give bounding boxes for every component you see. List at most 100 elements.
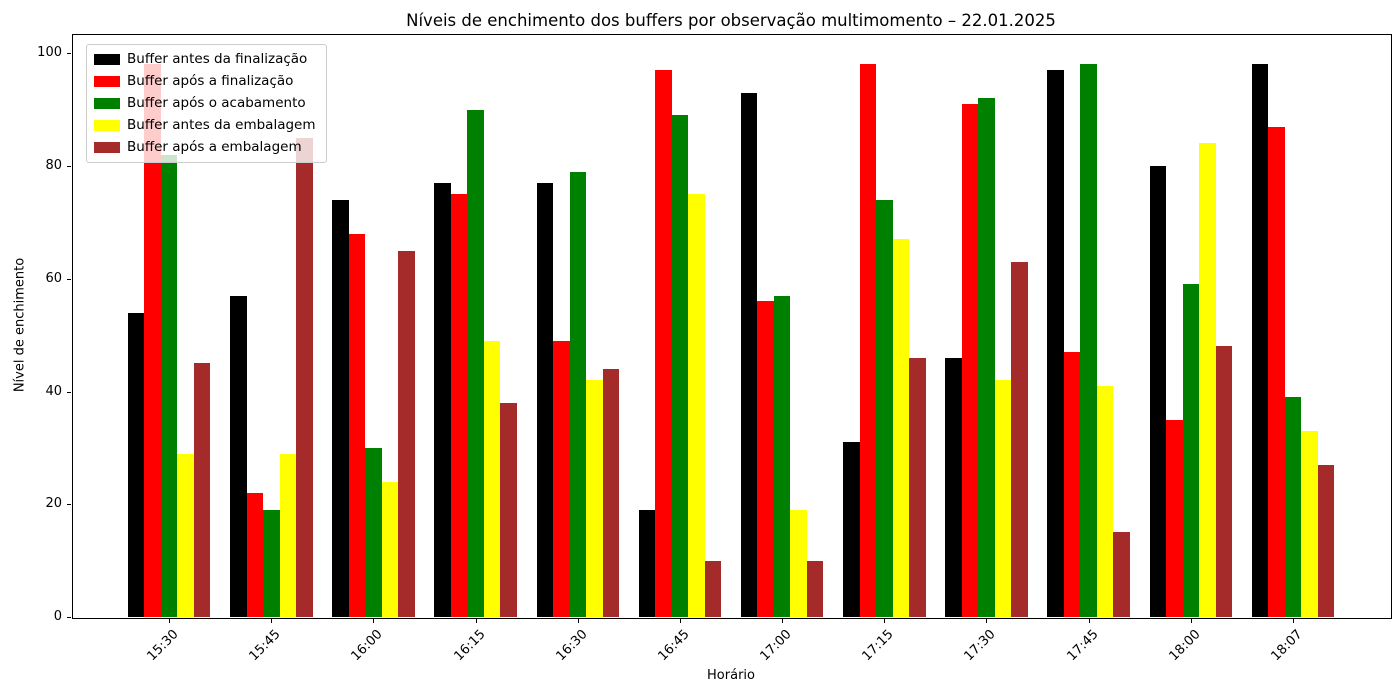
bar bbox=[246, 493, 263, 617]
bar bbox=[1149, 165, 1166, 617]
bar bbox=[1063, 352, 1081, 617]
legend-swatch bbox=[94, 142, 120, 153]
bar bbox=[450, 194, 468, 617]
bar bbox=[553, 340, 570, 617]
bar bbox=[1011, 261, 1028, 617]
x-tick-label: 17:00 bbox=[757, 627, 795, 665]
bar bbox=[332, 199, 349, 617]
y-tick-label: 60 bbox=[45, 270, 62, 286]
y-axis-title: Nível de enchimento bbox=[12, 257, 28, 393]
legend-label: Buffer antes da embalagem bbox=[127, 117, 316, 133]
bar bbox=[434, 182, 451, 617]
y-tick-mark bbox=[67, 165, 71, 167]
y-tick-mark bbox=[67, 53, 71, 55]
bar bbox=[1080, 64, 1097, 617]
bar bbox=[127, 312, 145, 617]
y-tick-label: 100 bbox=[37, 45, 62, 61]
bar bbox=[909, 357, 926, 617]
bar bbox=[398, 250, 415, 617]
x-tick-mark bbox=[884, 619, 886, 623]
x-tick-mark bbox=[373, 619, 375, 623]
chart-title: Níveis de enchimento dos buffers por obs… bbox=[406, 11, 1056, 30]
bar bbox=[1182, 284, 1199, 617]
x-tick-label: 17:30 bbox=[961, 627, 999, 665]
legend-swatch bbox=[94, 76, 120, 87]
bar bbox=[296, 137, 313, 617]
x-tick-mark bbox=[986, 619, 988, 623]
bar bbox=[500, 402, 517, 617]
legend-swatch bbox=[94, 120, 120, 131]
bar bbox=[569, 171, 586, 617]
legend: Buffer antes da finalização Buffer após a… bbox=[86, 44, 327, 163]
bar bbox=[994, 380, 1012, 617]
x-tick-mark bbox=[782, 619, 784, 623]
bar bbox=[381, 481, 399, 617]
y-tick-mark bbox=[67, 391, 71, 393]
bar bbox=[1301, 430, 1318, 617]
bar bbox=[365, 447, 382, 617]
bar bbox=[655, 70, 672, 617]
x-tick-label: 16:00 bbox=[348, 627, 386, 665]
bar bbox=[483, 340, 501, 617]
legend-entry: Buffer após o acabamento bbox=[94, 95, 316, 112]
bar bbox=[1251, 64, 1269, 617]
x-tick-mark bbox=[1190, 619, 1192, 623]
bar bbox=[279, 453, 296, 617]
bar bbox=[961, 103, 979, 617]
bar bbox=[263, 509, 280, 617]
x-tick-mark bbox=[169, 619, 171, 623]
x-tick-mark bbox=[577, 619, 579, 623]
legend-entry: Buffer após a finalização bbox=[94, 73, 316, 90]
y-tick-label: 0 bbox=[53, 609, 62, 624]
x-tick-label: 16:45 bbox=[655, 627, 693, 665]
x-tick-label: 16:15 bbox=[451, 627, 489, 665]
bar bbox=[177, 453, 194, 617]
bar bbox=[945, 357, 962, 617]
legend-swatch bbox=[94, 98, 120, 109]
bar bbox=[1166, 419, 1183, 617]
bar bbox=[876, 199, 893, 617]
bar bbox=[1284, 397, 1302, 617]
bar bbox=[1199, 143, 1216, 617]
bar bbox=[1215, 346, 1232, 617]
bar bbox=[160, 154, 178, 617]
legend-label: Buffer após o acabamento bbox=[127, 95, 306, 111]
x-tick-label: 18:00 bbox=[1166, 627, 1204, 665]
x-tick-mark bbox=[475, 619, 477, 623]
bar bbox=[230, 295, 247, 617]
y-tick-mark bbox=[67, 278, 71, 280]
x-tick-mark bbox=[271, 619, 273, 623]
bar bbox=[978, 98, 995, 617]
legend-label: Buffer antes da finalização bbox=[127, 51, 308, 67]
x-tick-label: 16:30 bbox=[553, 627, 591, 665]
bar bbox=[1113, 532, 1130, 617]
x-tick-label: 15:30 bbox=[144, 627, 182, 665]
y-tick-label: 80 bbox=[45, 157, 62, 173]
bar bbox=[704, 560, 722, 617]
x-axis-title: Horário bbox=[707, 668, 755, 683]
legend-entry: Buffer antes da finalização bbox=[94, 51, 316, 68]
x-tick-label: 17:15 bbox=[859, 627, 897, 665]
bar bbox=[1096, 385, 1114, 617]
bar bbox=[1047, 70, 1064, 617]
x-tick-label: 15:45 bbox=[246, 627, 284, 665]
y-tick-mark bbox=[67, 617, 71, 618]
bar bbox=[1317, 464, 1335, 617]
bar bbox=[638, 509, 656, 617]
legend-label: Buffer após a finalização bbox=[127, 73, 294, 89]
bar bbox=[790, 509, 807, 617]
bar bbox=[740, 92, 758, 617]
bar bbox=[348, 233, 366, 617]
legend-swatch bbox=[94, 54, 120, 65]
x-tick-label: 17:45 bbox=[1064, 627, 1102, 665]
bar bbox=[193, 363, 211, 617]
bar bbox=[688, 194, 705, 617]
bar bbox=[671, 115, 689, 617]
bar bbox=[144, 64, 161, 617]
bar bbox=[859, 64, 876, 617]
bar bbox=[536, 182, 553, 617]
bar bbox=[1268, 126, 1285, 617]
legend-entry: Buffer após a embalagem bbox=[94, 139, 316, 156]
bar bbox=[892, 239, 909, 617]
